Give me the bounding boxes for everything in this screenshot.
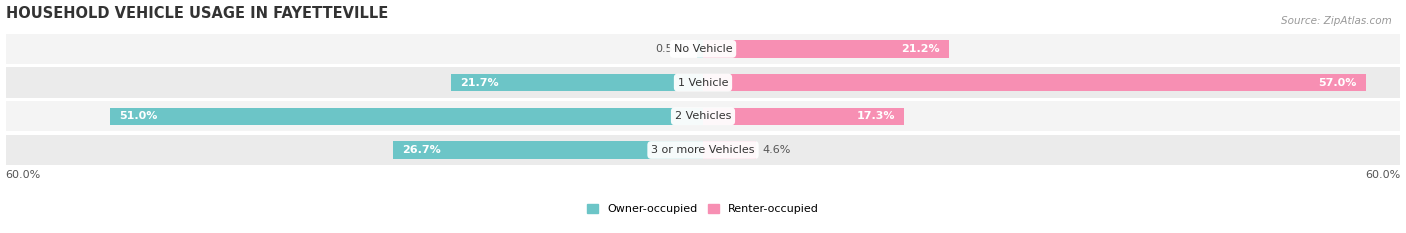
Bar <box>451 74 703 91</box>
Text: 26.7%: 26.7% <box>402 145 440 155</box>
Text: 17.3%: 17.3% <box>856 111 894 121</box>
Text: 51.0%: 51.0% <box>120 111 157 121</box>
Text: 2 Vehicles: 2 Vehicles <box>675 111 731 121</box>
Text: HOUSEHOLD VEHICLE USAGE IN FAYETTEVILLE: HOUSEHOLD VEHICLE USAGE IN FAYETTEVILLE <box>6 6 388 21</box>
Text: No Vehicle: No Vehicle <box>673 44 733 54</box>
Bar <box>6 135 1400 165</box>
Bar <box>392 141 703 159</box>
Bar <box>703 107 904 125</box>
Bar <box>6 101 1400 131</box>
Text: 0.54%: 0.54% <box>655 44 690 54</box>
Text: 60.0%: 60.0% <box>1365 170 1400 180</box>
Bar <box>6 67 1400 98</box>
Text: 4.6%: 4.6% <box>762 145 790 155</box>
Bar <box>6 34 1400 64</box>
Bar <box>703 141 756 159</box>
Bar <box>703 74 1365 91</box>
Bar <box>697 40 703 58</box>
Text: 1 Vehicle: 1 Vehicle <box>678 78 728 88</box>
Text: 57.0%: 57.0% <box>1317 78 1357 88</box>
Bar <box>110 107 703 125</box>
Text: 21.7%: 21.7% <box>460 78 499 88</box>
Text: Source: ZipAtlas.com: Source: ZipAtlas.com <box>1281 16 1392 26</box>
Text: 3 or more Vehicles: 3 or more Vehicles <box>651 145 755 155</box>
Text: 60.0%: 60.0% <box>6 170 41 180</box>
Text: 21.2%: 21.2% <box>901 44 941 54</box>
Legend: Owner-occupied, Renter-occupied: Owner-occupied, Renter-occupied <box>586 204 820 214</box>
Bar <box>703 40 949 58</box>
